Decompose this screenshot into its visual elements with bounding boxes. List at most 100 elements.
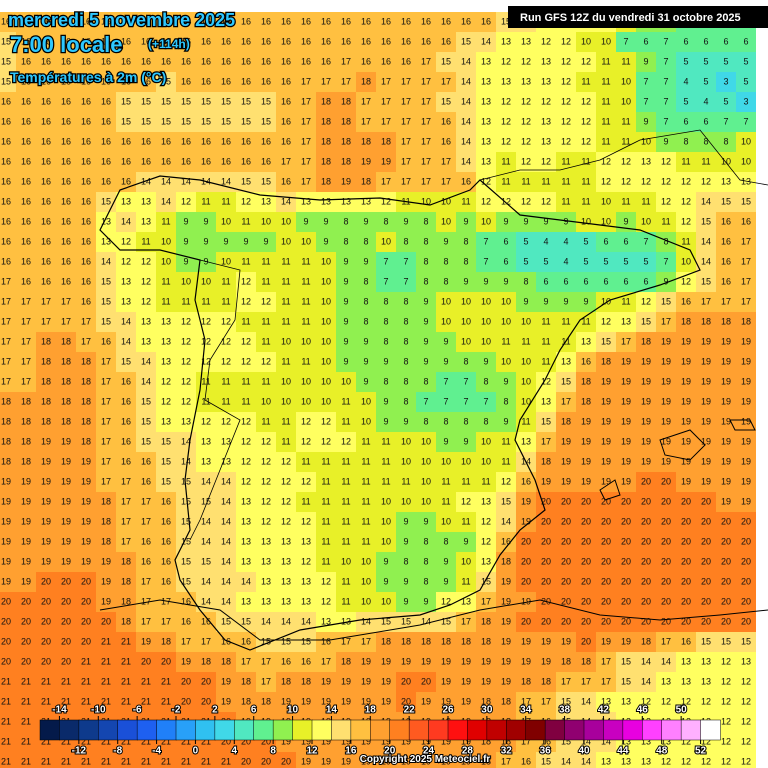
temperature-cell	[236, 252, 256, 272]
temperature-value: 19	[81, 456, 91, 466]
temperature-value: 9	[383, 356, 388, 366]
temperature-value: 17	[741, 296, 751, 306]
temperature-value: 19	[701, 336, 711, 346]
temperature-value: 16	[141, 136, 151, 146]
temperature-cell	[0, 12, 16, 32]
temperature-value: 14	[221, 496, 231, 506]
temperature-value: 19	[21, 476, 31, 486]
temperature-cell	[116, 32, 136, 52]
temperature-cell	[156, 152, 176, 172]
temperature-value: 21	[21, 736, 31, 746]
temperature-value: 12	[621, 156, 631, 166]
temperature-value: 17	[121, 496, 131, 506]
temperature-cell	[176, 92, 196, 112]
temperature-value: 19	[621, 476, 631, 486]
temperature-cell	[636, 72, 656, 92]
temperature-value: 19	[721, 396, 731, 406]
temperature-value: 20	[621, 576, 631, 586]
temperature-value: 18	[61, 356, 71, 366]
temperature-value: 17	[201, 636, 211, 646]
temperature-cell	[16, 212, 36, 232]
temperature-value: 12	[721, 716, 731, 726]
temperature-cell	[196, 232, 216, 252]
temperature-value: 18	[81, 416, 91, 426]
temperature-value: 11	[501, 456, 510, 466]
temperature-cell	[436, 272, 456, 292]
temperature-value: 15	[201, 116, 211, 126]
temperature-cell	[596, 332, 616, 352]
temperature-value: 9	[443, 236, 448, 246]
temperature-value: 16	[521, 476, 531, 486]
temperature-cell	[196, 92, 216, 112]
temperature-value: 11	[561, 156, 570, 166]
temperature-value: 15	[501, 496, 511, 506]
temperature-value: 18	[301, 676, 311, 686]
temperature-value: 19	[81, 556, 91, 566]
temperature-value: 9	[183, 216, 188, 226]
legend-tick-label: 22	[404, 705, 416, 716]
temperature-value: 19	[581, 436, 591, 446]
temperature-value: 20	[741, 556, 751, 566]
temperature-value: 10	[341, 376, 351, 386]
temperature-value: 18	[121, 556, 131, 566]
temperature-cell	[476, 292, 496, 312]
temperature-cell	[156, 192, 176, 212]
temperature-cell	[436, 92, 456, 112]
temperature-value: 7	[463, 396, 468, 406]
temperature-cell	[16, 172, 36, 192]
temperature-cell	[136, 132, 156, 152]
temperature-value: 12	[561, 116, 571, 126]
legend-swatch	[175, 719, 197, 741]
temperature-value: 11	[161, 296, 170, 306]
temperature-value: 11	[361, 476, 370, 486]
temperature-value: 13	[201, 436, 211, 446]
temperature-value: 16	[161, 536, 171, 546]
legend-swatch	[525, 719, 546, 741]
temperature-cell	[96, 272, 116, 292]
temperature-cell	[636, 272, 656, 292]
temperature-value: 13	[481, 96, 491, 106]
temperature-value: 13	[301, 576, 311, 586]
temperature-value: 16	[321, 636, 331, 646]
temperature-value: 17	[621, 336, 631, 346]
temperature-value: 19	[1, 576, 11, 586]
temperature-value: 12	[521, 96, 531, 106]
temperature-cell	[396, 52, 416, 72]
temperature-cell	[416, 292, 436, 312]
temperature-value: 9	[383, 576, 388, 586]
temperature-value: 12	[501, 476, 511, 486]
temperature-cell	[536, 152, 556, 172]
legend-tick-label: 38	[559, 705, 571, 716]
temperature-cell	[516, 72, 536, 92]
temperature-value: 20	[741, 576, 751, 586]
temperature-cell	[516, 332, 536, 352]
temperature-cell	[436, 332, 456, 352]
temperature-value: 16	[81, 196, 91, 206]
temperature-value: 13	[241, 496, 251, 506]
temperature-value: 9	[643, 116, 648, 126]
temperature-value: 11	[361, 536, 370, 546]
temperature-value: 8	[403, 296, 408, 306]
temperature-cell	[16, 12, 36, 32]
temperature-value: 15	[201, 556, 211, 566]
temperature-cell	[516, 292, 536, 312]
temperature-cell	[256, 12, 276, 32]
temperature-value: 19	[521, 636, 531, 646]
temperature-value: 20	[21, 596, 31, 606]
temperature-value: 20	[641, 616, 651, 626]
temperature-value: 13	[561, 356, 571, 366]
temperature-value: 12	[521, 116, 531, 126]
temperature-cell	[256, 52, 276, 72]
temperature-cell	[556, 72, 576, 92]
temperature-value: 18	[341, 96, 351, 106]
temperature-value: 21	[161, 676, 171, 686]
legend-swatch	[156, 719, 177, 741]
temperature-value: 9	[343, 356, 348, 366]
temperature-cell	[136, 172, 156, 192]
temperature-cell	[376, 312, 396, 332]
temperature-cell	[356, 292, 376, 312]
temperature-value: 14	[241, 576, 251, 586]
temperature-value: 5	[523, 236, 528, 246]
temperature-cell	[696, 252, 716, 272]
temperature-value: 19	[741, 376, 751, 386]
